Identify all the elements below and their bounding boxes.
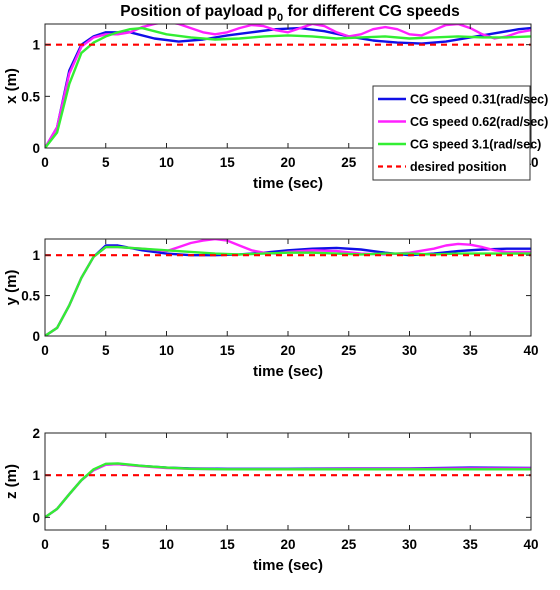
x-tick-label: 25	[341, 155, 357, 170]
x-tick-label: 5	[102, 155, 110, 170]
x-tick-label: 10	[159, 343, 174, 358]
plot-area	[45, 433, 531, 530]
x-axis-label: time (sec)	[253, 557, 323, 574]
x-tick-label: 15	[220, 537, 236, 552]
legend-label: CG speed 0.62(rad/sec)	[410, 115, 548, 129]
y-axis-label: y (m)	[3, 270, 20, 306]
x-tick-label: 40	[523, 537, 538, 552]
series-group	[45, 239, 531, 336]
series-group	[45, 24, 531, 148]
series-line-2	[45, 24, 531, 148]
y-tick-label: 1	[32, 248, 40, 263]
y-tick-label: 0	[32, 329, 40, 344]
x-tick-label: 10	[159, 537, 174, 552]
legend: CG speed 0.31(rad/sec) CG speed 0.62(rad/…	[372, 85, 548, 181]
series-line-3	[45, 245, 531, 336]
panel-z: 0 5 10 15 20 25 30 35 40 0 1 2 time (sec) z (m)	[3, 426, 539, 574]
x-axis-label: time (sec)	[253, 175, 323, 192]
x-tick-label: 0	[41, 537, 49, 552]
x-tick-label: 10	[159, 155, 174, 170]
x-tick-label: 20	[280, 155, 295, 170]
y-tick-label: 1	[32, 38, 40, 53]
x-tick-label: 30	[402, 343, 417, 358]
y-tick-label: 1	[32, 468, 40, 483]
y-tick-label: 0.5	[21, 289, 40, 304]
y-tick-label: 0.5	[21, 89, 40, 104]
x-tick-label: 25	[341, 343, 357, 358]
legend-box	[372, 85, 531, 181]
x-tick-label: 20	[280, 537, 295, 552]
x-tick-label: 40	[523, 343, 538, 358]
series-line-3	[45, 26, 531, 148]
x-tick-label: 20	[280, 343, 295, 358]
legend-label: desired position	[410, 160, 507, 174]
figure-title: Position of payload p0 for different CG …	[120, 3, 459, 24]
x-tick-label: 5	[102, 343, 110, 358]
x-tick-label: 30	[402, 537, 417, 552]
legend-label: CG speed 0.31(rad/sec)	[410, 93, 548, 107]
x-tick-label: 25	[341, 537, 357, 552]
x-tick-label: 35	[463, 537, 479, 552]
x-tick-label: 15	[220, 155, 236, 170]
x-tick-label: 5	[102, 537, 110, 552]
y-tick-label: 2	[32, 426, 40, 441]
x-tick-label: 35	[463, 343, 479, 358]
x-tick-label: 0	[41, 155, 49, 170]
panel-y: 0 5 10 15 20 25 30 35 40 0 0.5 1 time (sec) y (m)	[3, 238, 539, 380]
y-axis-label: z (m)	[3, 464, 20, 499]
x-tick-label: 0	[41, 343, 49, 358]
y-axis-label: x (m)	[3, 68, 20, 104]
y-tick-label: 0	[32, 141, 40, 156]
legend-label: CG speed 3.1(rad/sec)	[410, 138, 541, 152]
x-axis-label: time (sec)	[253, 363, 323, 380]
x-tick-label: 15	[220, 343, 236, 358]
series-line-3	[45, 462, 531, 519]
series-group	[45, 462, 531, 519]
y-tick-label: 0	[32, 510, 40, 525]
